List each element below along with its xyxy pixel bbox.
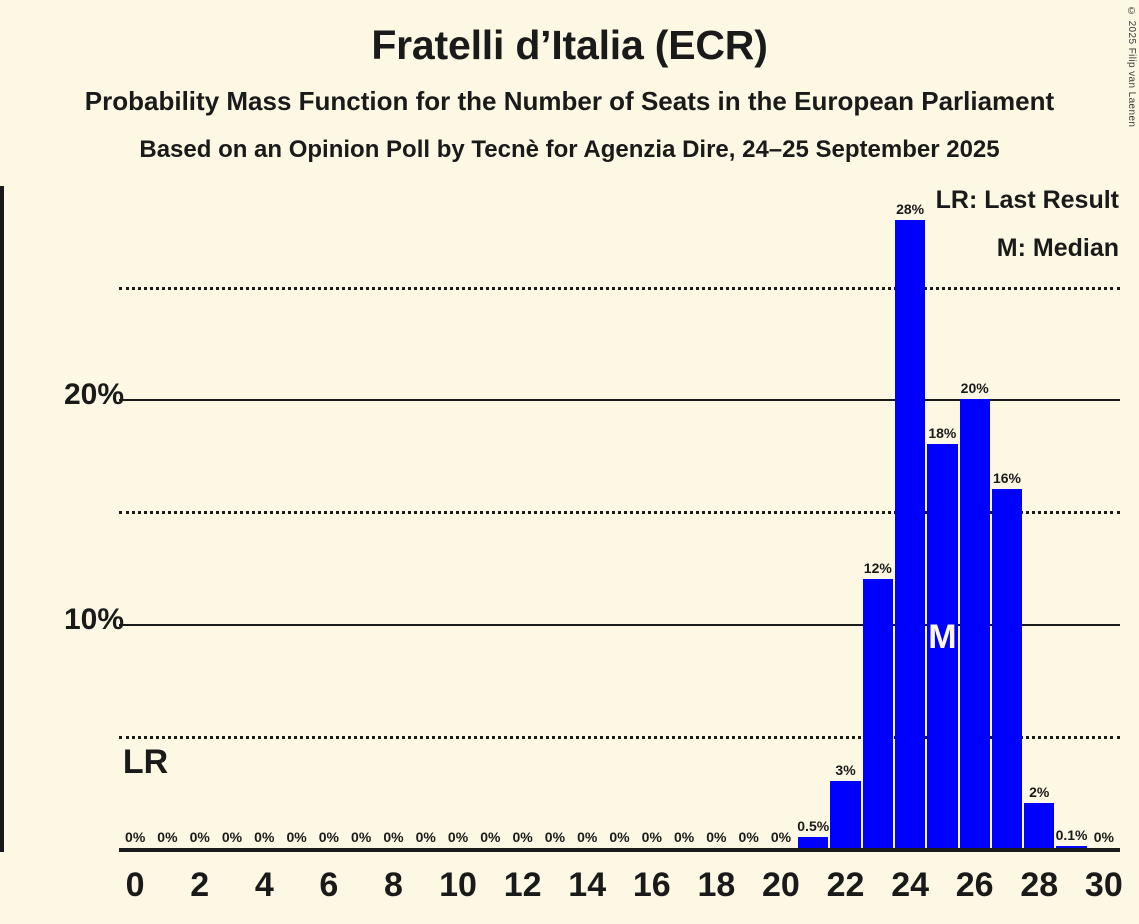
bar-value-label: 0% (738, 829, 759, 845)
bar (1024, 803, 1055, 848)
bar-value-label: 18% (928, 425, 957, 442)
x-axis-tick-label: 10 (439, 866, 477, 904)
bar-value-label: 20% (960, 380, 989, 397)
x-axis-tick-label: 12 (503, 866, 542, 904)
x-axis-tick-label: 22 (826, 866, 865, 904)
bar-value-label: 28% (896, 200, 925, 217)
copyright-notice: © 2025 Filip van Laenen (1126, 6, 1137, 128)
bar-value-label: 0% (1093, 829, 1114, 845)
bar (959, 399, 990, 848)
gridline-minor (119, 286, 1120, 290)
last-result-marker: LR (122, 743, 169, 781)
bar-value-label: 0% (577, 829, 598, 845)
x-axis-tick-label: 2 (190, 866, 210, 904)
bar-value-label: 16% (992, 469, 1021, 486)
x-axis-tick-label: 0 (125, 866, 145, 904)
bar-value-label: 0% (512, 829, 533, 845)
bar-value-label: 0% (706, 829, 727, 845)
x-axis-tick-label: 26 (955, 866, 994, 904)
bar-value-label: 0% (415, 829, 436, 845)
bar-value-label: 0% (286, 829, 307, 845)
bar (830, 780, 861, 848)
bar-value-label: 0% (770, 829, 792, 845)
bar (1056, 845, 1087, 848)
bar (894, 219, 926, 848)
page-title: Fratelli d’Italia (ECR) (371, 22, 768, 68)
bar-value-label: 0% (351, 829, 372, 845)
x-axis-tick-label: 30 (1084, 866, 1123, 904)
bar-value-label: 0% (447, 829, 469, 845)
y-axis-line (0, 186, 4, 852)
bar-value-label: 2% (1029, 784, 1050, 801)
legend-last-result: LR: Last Result (935, 186, 1119, 214)
gridline-minor (119, 511, 1120, 515)
gridline-major (119, 399, 1120, 402)
bar-value-label: 0% (157, 829, 178, 845)
y-axis-tick-label: 10% (63, 602, 124, 636)
bar-value-label: 0% (125, 829, 146, 845)
bar-value-label: 0% (383, 829, 404, 845)
bar-value-label: 0% (480, 829, 501, 845)
bar-value-label: 0.5% (797, 817, 830, 834)
x-axis-tick-label: 6 (319, 866, 339, 904)
bar-value-label: 3% (835, 761, 856, 778)
bar-value-label: 0% (609, 829, 630, 845)
bar (927, 444, 958, 848)
x-axis-tick-label: 18 (697, 866, 736, 904)
median-marker: M (928, 618, 957, 656)
x-axis-tick-label: 28 (1020, 866, 1059, 904)
x-axis-line (119, 848, 1120, 852)
y-axis-tick-label: 20% (63, 378, 124, 412)
x-axis-tick-label: 8 (383, 866, 403, 904)
bar-value-label: 0.1% (1055, 826, 1088, 843)
chart-subtitle-source: Based on an Opinion Poll by Tecnè for Ag… (139, 136, 1000, 163)
bar-value-label: 0% (544, 829, 566, 845)
x-axis-tick-label: 4 (254, 866, 274, 904)
x-axis-tick-label: 16 (632, 866, 671, 904)
bar-value-label: 0% (318, 829, 339, 845)
legend-median: M: Median (996, 234, 1119, 262)
bar-value-label: 0% (189, 829, 210, 845)
bar (991, 488, 1023, 848)
plot-area: 0% 0% 0% 0% 0% 0% 0% 0% 0% 0% 0% 0% 0% 0% 0% 0% 0% 0% 0% 0%… (119, 186, 1120, 848)
chart-subtitle-description: Probability Mass Function for the Number… (84, 86, 1055, 116)
bar (862, 578, 893, 848)
bar-value-label: 0% (673, 829, 695, 845)
bar-value-label: 0% (641, 829, 662, 845)
x-axis-tick-label: 14 (568, 866, 607, 904)
x-axis-tick-label: 20 (762, 866, 800, 904)
bar (798, 836, 829, 848)
x-axis-tick-label: 24 (891, 866, 930, 904)
bar-value-label: 0% (221, 829, 243, 845)
bar-value-label: 12% (863, 559, 892, 576)
gridline-major (119, 623, 1120, 626)
bar-value-label: 0% (254, 829, 275, 845)
gridline-minor (119, 735, 1120, 739)
